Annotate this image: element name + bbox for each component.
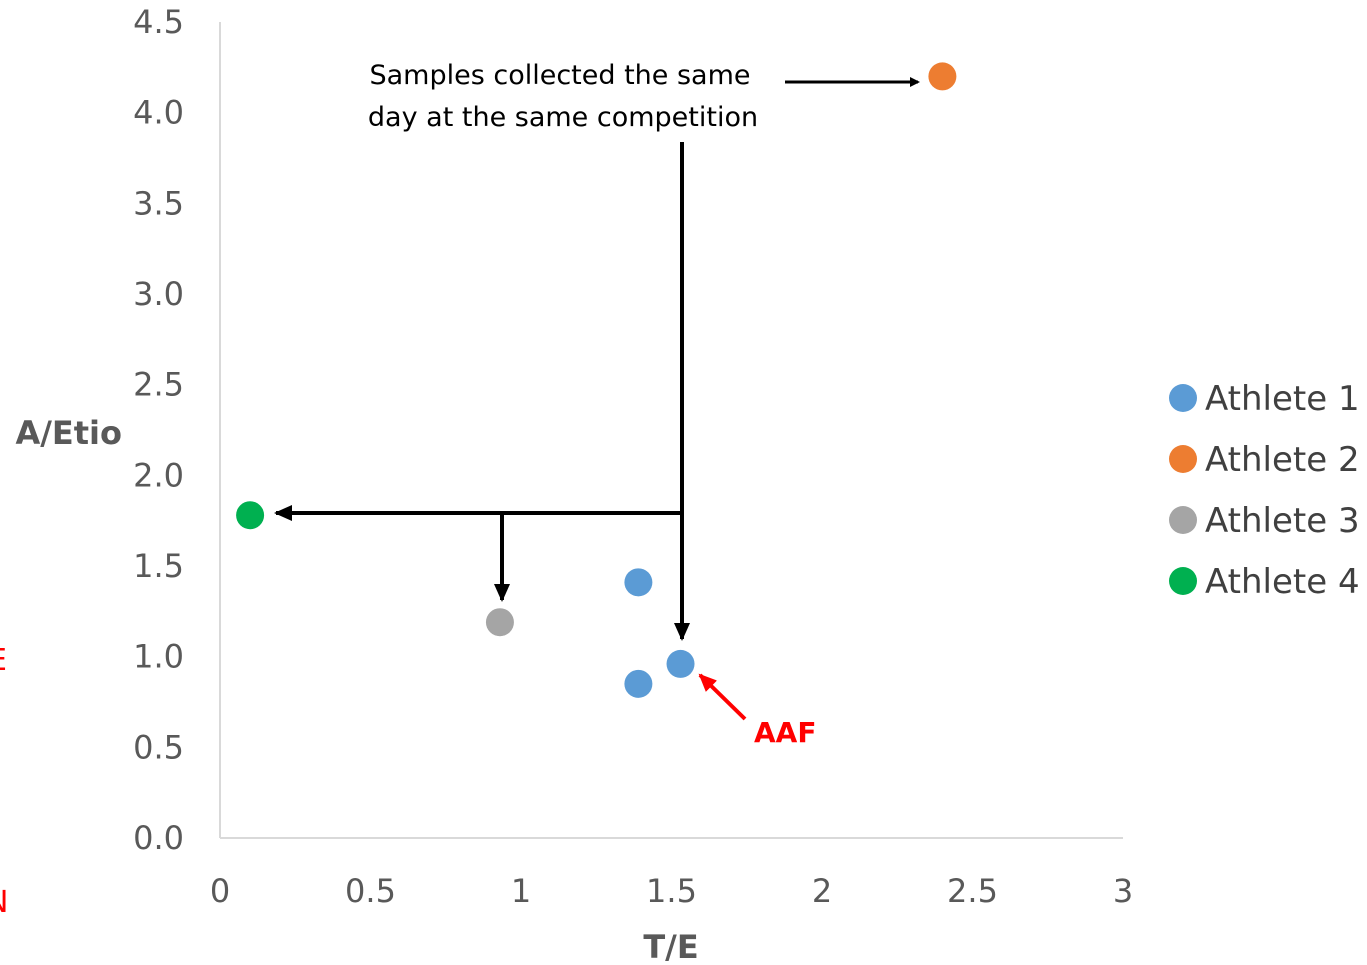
y-tick-label: 0.0 [133, 819, 184, 857]
x-tick-label: 0.5 [345, 872, 396, 910]
x-tick-label: 0 [210, 872, 230, 910]
annotation-samples-line1: Samples collected the same [369, 60, 750, 91]
annotation-arrows [274, 77, 920, 721]
aaf-arrow [698, 673, 747, 721]
legend-label-athlete-1: Athlete 1 [1205, 379, 1360, 419]
data-points [236, 62, 957, 698]
x-tick-labels: 0 0.5 1 1.5 2 2.5 3 [210, 872, 1133, 910]
y-tick-label: 3.5 [133, 184, 184, 222]
y-tick-label: 1.5 [133, 547, 184, 585]
y-tick-label: 2.5 [133, 366, 184, 404]
data-point-athlete-1 [624, 669, 653, 698]
y-tick-label: 1.0 [133, 638, 184, 676]
y-axis-title: A/Etio [15, 414, 122, 452]
data-point-athlete-3 [485, 608, 514, 637]
x-tick-label: 2 [812, 872, 832, 910]
annotation-aaf-label: AAF [754, 716, 816, 749]
x-tick-label: 1 [511, 872, 531, 910]
x-tick-label: 1.5 [646, 872, 697, 910]
data-point-athlete-4 [236, 501, 265, 530]
edge-fragment-n: N [0, 885, 8, 920]
legend-marker-athlete-4 [1169, 567, 1197, 595]
y-tick-labels: 0.0 0.5 1.0 1.5 2.0 2.5 3.0 3.5 4.0 4.5 [133, 3, 184, 857]
annotation-samples-line2: day at the same competition [368, 102, 758, 133]
y-tick-label: 0.5 [133, 728, 184, 766]
x-tick-label: 2.5 [947, 872, 998, 910]
y-tick-label: 4.0 [133, 94, 184, 132]
legend-label-athlete-3: Athlete 3 [1205, 501, 1360, 541]
legend-marker-athlete-1 [1169, 384, 1197, 412]
y-tick-label: 3.0 [133, 275, 184, 313]
legend-marker-athlete-2 [1169, 445, 1197, 473]
x-tick-label: 3 [1113, 872, 1133, 910]
legend-marker-athlete-3 [1169, 506, 1197, 534]
y-tick-label: 2.0 [133, 456, 184, 494]
y-tick-label: 4.5 [133, 3, 184, 41]
legend-label-athlete-2: Athlete 2 [1205, 440, 1360, 480]
legend-label-athlete-4: Athlete 4 [1205, 562, 1360, 602]
data-point-athlete-2 [928, 62, 957, 91]
edge-fragment-e: E [0, 643, 7, 678]
legend: Athlete 1 Athlete 2 Athlete 3 Athlete 4 [1169, 379, 1360, 602]
data-point-athlete-1 [624, 568, 653, 597]
x-axis-title: T/E [643, 928, 698, 965]
data-point-athlete-1 [666, 649, 695, 678]
